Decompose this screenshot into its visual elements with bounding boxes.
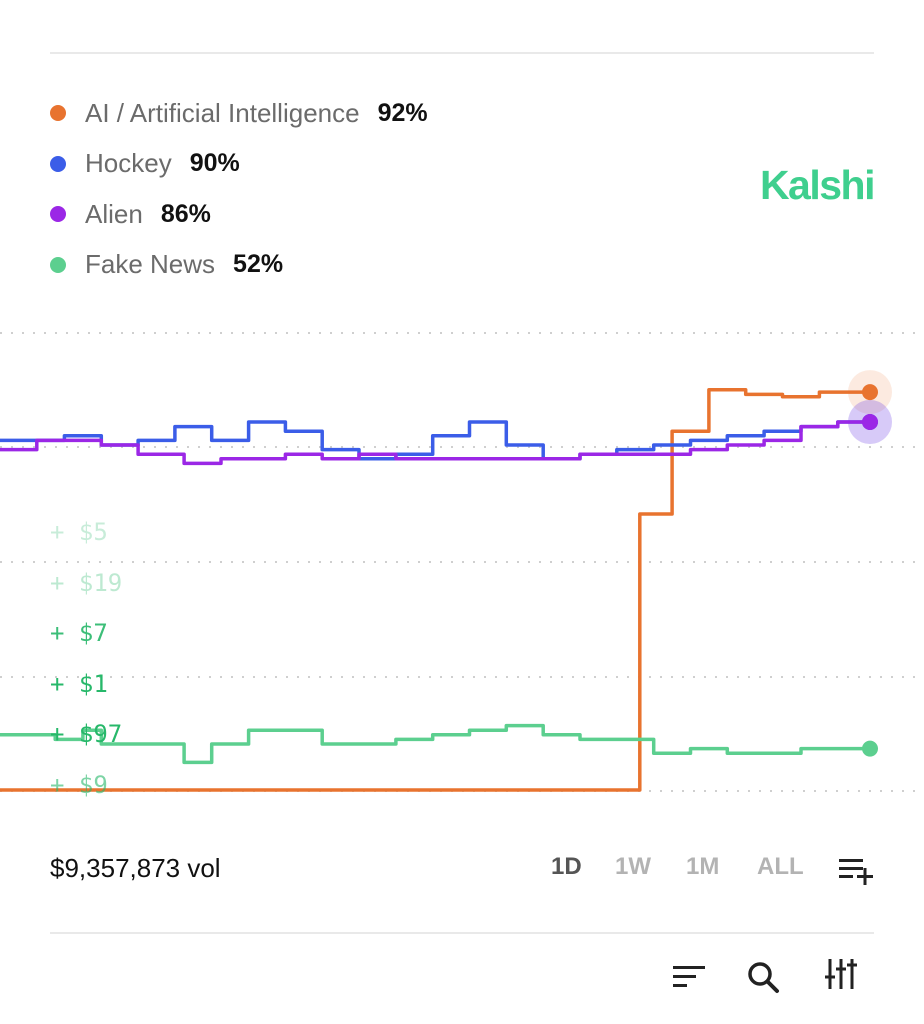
top-divider bbox=[50, 52, 874, 54]
legend-dot-fake-news bbox=[50, 256, 66, 273]
recent-trades-ticker: + $5 + $19 + $7 + $1 + $97 + $9 bbox=[50, 514, 122, 817]
trade-amount: + $1 bbox=[50, 669, 108, 698]
legend-item-hockey[interactable]: Hockey 90% bbox=[50, 139, 428, 190]
series-end-point-ai bbox=[862, 384, 878, 401]
legend-item-alien[interactable]: Alien 86% bbox=[50, 189, 428, 240]
legend-name-alien: Alien bbox=[85, 198, 143, 229]
filter-sliders-icon[interactable] bbox=[822, 955, 860, 998]
legend-item-ai[interactable]: AI / Artificial Intelligence 92% bbox=[50, 88, 428, 139]
kalshi-logo: Kalshi bbox=[759, 162, 876, 208]
trade-amount: + $97 bbox=[50, 720, 123, 748]
legend-value-hockey: 90% bbox=[189, 149, 240, 178]
volume-label: $9,357,873 vol bbox=[50, 853, 221, 883]
range-1w-button[interactable]: 1W bbox=[615, 853, 651, 880]
series-end-point-fake-news bbox=[862, 740, 878, 757]
legend: AI / Artificial Intelligence 92% Hockey … bbox=[50, 88, 428, 290]
trade-amount: + $5 bbox=[50, 518, 108, 546]
series-line-fake-news bbox=[0, 723, 870, 765]
series-line-alien bbox=[0, 420, 870, 466]
legend-name-fake-news: Fake News bbox=[85, 249, 216, 280]
bottom-divider bbox=[50, 932, 874, 934]
trade-amount: + $19 bbox=[50, 568, 123, 597]
series-end-point-alien bbox=[862, 414, 878, 430]
trade-amount: + $9 bbox=[50, 770, 108, 799]
legend-dot-hockey bbox=[50, 155, 66, 172]
playlist-add-icon[interactable] bbox=[838, 857, 876, 890]
legend-value-alien: 86% bbox=[160, 199, 211, 228]
price-chart[interactable] bbox=[0, 300, 924, 800]
legend-value-ai: 92% bbox=[377, 98, 428, 127]
trade-amount: + $7 bbox=[50, 619, 108, 647]
legend-name-hockey: Hockey bbox=[85, 148, 172, 179]
legend-dot-alien bbox=[50, 206, 66, 223]
range-1m-button[interactable]: 1M bbox=[686, 853, 720, 880]
series-line-hockey bbox=[0, 420, 870, 461]
range-all-button[interactable]: ALL bbox=[757, 853, 804, 880]
time-range-selector: 1D 1W 1M ALL bbox=[0, 853, 924, 887]
legend-name-ai: AI / Artificial Intelligence bbox=[85, 97, 360, 128]
legend-value-fake-news: 52% bbox=[233, 250, 284, 279]
legend-dot-ai bbox=[50, 105, 66, 122]
search-icon[interactable] bbox=[746, 960, 782, 1001]
legend-item-fake-news[interactable]: Fake News 52% bbox=[50, 240, 428, 291]
sort-lines-icon[interactable] bbox=[671, 963, 707, 996]
series-line-ai bbox=[0, 388, 870, 792]
range-1d-button[interactable]: 1D bbox=[551, 853, 582, 880]
